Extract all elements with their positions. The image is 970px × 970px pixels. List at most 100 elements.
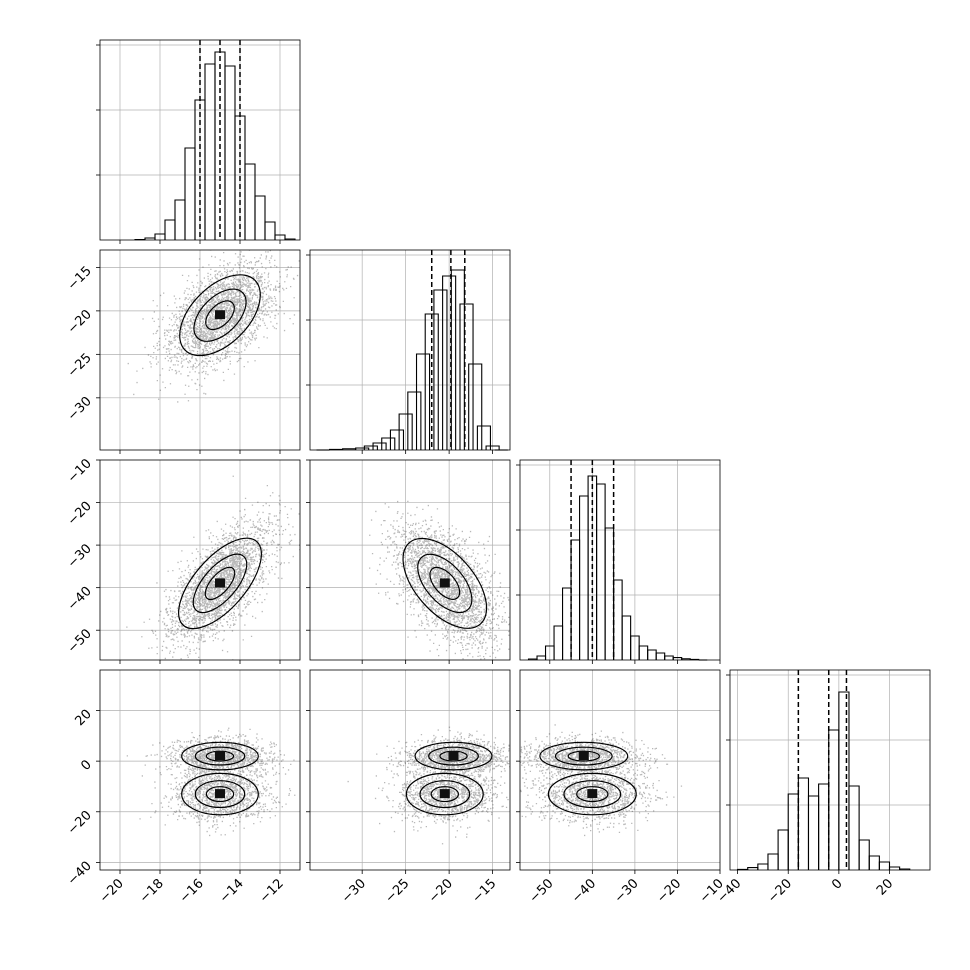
ytick-label-1-1: −20 <box>65 307 95 337</box>
hist-1-bin-14 <box>450 269 465 450</box>
hist-2-bin-9 <box>604 527 615 660</box>
hist-3-bin-13 <box>868 855 880 870</box>
pair-1-0-level-2-0-shape <box>205 300 235 331</box>
hist-1-bin-9 <box>407 391 422 450</box>
xtick-label-2-2: −30 <box>612 876 642 906</box>
hist-1-bin-18 <box>485 445 500 450</box>
pair-1-0-level-0-0 <box>179 274 261 357</box>
pair-2-0-level-1-0-shape <box>192 553 248 614</box>
ytick-label-2-0: −10 <box>65 456 95 486</box>
pair-3-2-level-2-1-shape <box>576 786 609 803</box>
pair-3-2-peak-1 <box>587 789 598 799</box>
hist-grid-3 <box>730 670 930 870</box>
pair-3-2-samples <box>520 724 683 837</box>
pair-3-2-level-1-0-shape <box>554 746 613 766</box>
pair-3-2-level-1-0 <box>554 746 613 766</box>
hist-3-bin-16 <box>899 868 911 870</box>
pair-2-1-content <box>369 500 510 660</box>
pair-3-1-level-2-1-shape <box>430 786 459 803</box>
hist-3-bin-7 <box>807 795 820 870</box>
hist-2-bin-13 <box>638 645 649 660</box>
hist-3-bin-11 <box>848 785 860 870</box>
xtick-label-0-0: −20 <box>97 876 127 906</box>
ytick-label-3-1: 0 <box>78 757 94 773</box>
pair-3-1-level-1-1-shape <box>419 780 471 809</box>
hist-1-bin-3 <box>355 447 370 450</box>
hist-2-bin-14 <box>647 649 657 660</box>
pair-3-1-peak-1 <box>439 789 450 799</box>
hist-1-bin-8 <box>398 413 413 450</box>
hist-3-bin-10 <box>838 691 850 870</box>
hist-2-frame <box>519 459 721 661</box>
xtick-label-1-3: −15 <box>469 876 499 906</box>
xtick-label-0-1: −18 <box>137 876 167 906</box>
pair-1-0-level-1-0-shape <box>193 288 247 342</box>
pair-3-0-peak-0 <box>215 751 225 761</box>
hist-0-bin-3 <box>164 219 176 240</box>
pair-2-0-level-2-0-shape <box>204 566 236 601</box>
hist-1-bin-7 <box>389 429 405 450</box>
hist-3-bin-3 <box>767 853 779 870</box>
hist-panel-3 <box>726 669 931 871</box>
hist-1-bin-17 <box>476 425 491 450</box>
pair-3-1-level-0-1-shape <box>405 772 484 816</box>
hist-1-bin-6 <box>381 437 396 450</box>
hist-0-bin-15 <box>284 238 296 240</box>
hist-3-bin-15 <box>888 866 901 870</box>
hist-3-bin-2 <box>757 863 769 870</box>
pair-1-0-level-0-0-shape <box>179 274 261 357</box>
pair-2-1-samples <box>369 500 510 660</box>
pair-3-0-level-1-1-shape <box>194 780 246 809</box>
hist-2-bin-11 <box>621 615 632 660</box>
pair-3-2-level-0-1 <box>547 772 637 816</box>
pair-2-0-level-0-0-shape <box>178 537 262 630</box>
xtick-label-1-0: −30 <box>339 876 369 906</box>
pair-1-0-level-2-0 <box>205 300 235 331</box>
pair-3-1-level-1-0-shape <box>428 746 479 766</box>
xtick-label-1-2: −20 <box>426 876 456 906</box>
hist-panel-0 <box>96 39 301 241</box>
pair-1-0-samples <box>127 250 300 403</box>
hist-panel-1 <box>306 249 511 451</box>
hist-3-bin-12 <box>858 839 870 870</box>
pair-panel-2-1 <box>309 459 511 661</box>
xtick-label-0-3: −14 <box>217 876 247 906</box>
pair-2-0-level-0-0 <box>178 537 262 630</box>
pair-2-0-peak-0 <box>215 578 225 588</box>
hist-0-bin-7 <box>204 63 216 240</box>
hist-3-frame <box>729 669 931 871</box>
xtick-label-3-2: 0 <box>829 876 845 892</box>
hist-3-bin-8 <box>818 783 830 870</box>
hist-1-frame <box>309 249 511 451</box>
hist-3-bin-5 <box>787 793 799 870</box>
hist-1-bin-12 <box>433 289 448 450</box>
xtick-label-3-1: −20 <box>765 876 795 906</box>
ytick-label-1-2: −25 <box>65 351 95 381</box>
pair-3-0-level-1-0-shape <box>194 746 246 766</box>
xtick-label-2-3: −20 <box>654 876 684 906</box>
hist-1-bin-10 <box>415 353 431 450</box>
ytick-label-1-3: −30 <box>65 394 95 424</box>
hist-3-bin-6 <box>797 777 810 870</box>
pair-1-0-grid <box>100 250 300 450</box>
pair-3-1-level-1-0 <box>428 746 479 766</box>
hist-3-bin-14 <box>878 861 891 870</box>
pair-2-1-level-0-0 <box>402 537 488 629</box>
hist-grid-1 <box>310 250 510 450</box>
pair-3-2-level-0-0-shape <box>539 741 629 771</box>
pair-panel-3-2 <box>519 669 721 871</box>
hist-2-bin-16 <box>664 655 674 660</box>
pair-3-2-level-1-1-shape <box>563 780 622 809</box>
hist-2-bin-15 <box>655 652 666 660</box>
ytick-label-1-0: −15 <box>65 264 95 294</box>
xtick-label-0-4: −12 <box>257 876 287 906</box>
pair-2-0-grid <box>100 460 300 660</box>
pair-2-1-level-1-0 <box>417 553 473 614</box>
pair-3-2-level-0-0 <box>539 741 629 771</box>
pair-3-1-peak-0 <box>448 751 459 761</box>
pair-3-1-grid <box>310 670 510 870</box>
pair-3-1-level-0-0 <box>414 741 493 771</box>
pair-3-2-level-2-1 <box>576 786 609 803</box>
hist-0-bin-9 <box>224 65 236 240</box>
